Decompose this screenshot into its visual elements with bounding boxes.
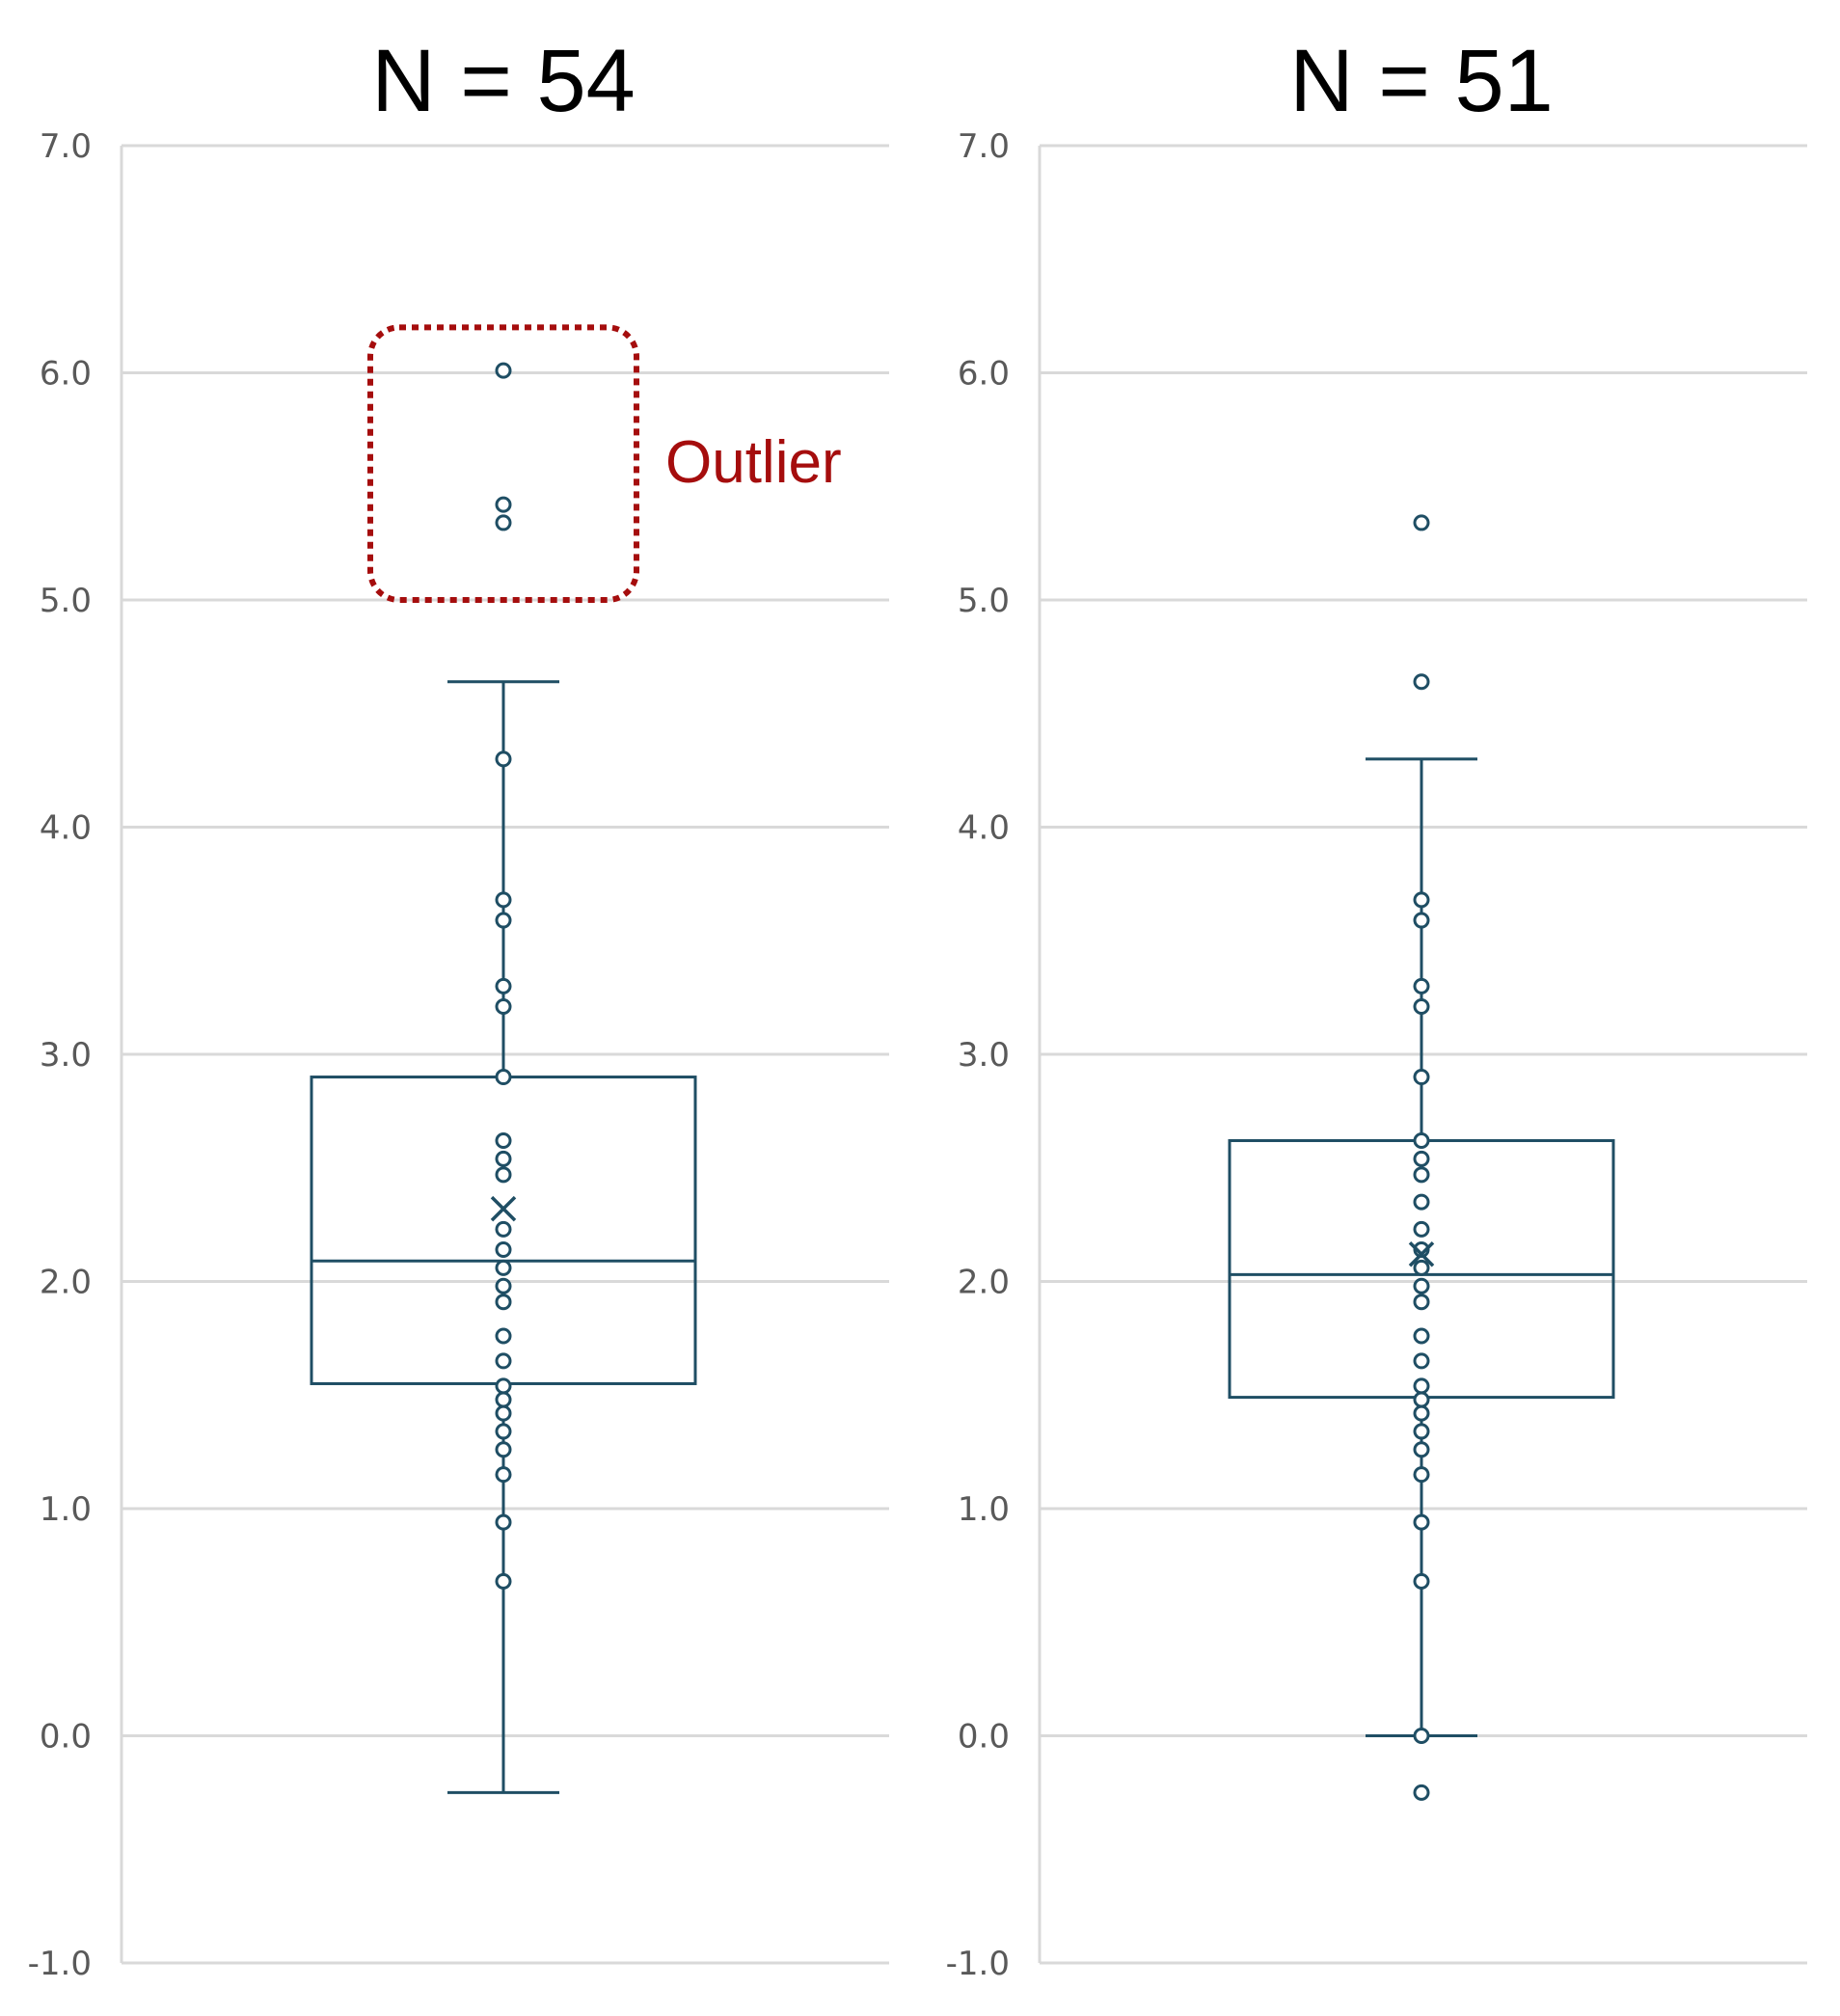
data-point bbox=[495, 1241, 512, 1259]
chart-left: N = 54 7.0 6.0 5.0 4.0 3.0 2.0 1.0 0.0 -1.0 Outlie… bbox=[28, 32, 889, 1983]
y-tick-label: 2.0 bbox=[958, 1264, 1010, 1302]
data-point bbox=[1413, 891, 1430, 909]
data-point bbox=[1413, 1131, 1430, 1149]
data-point bbox=[1413, 673, 1430, 691]
y-tick-label: 5.0 bbox=[40, 582, 92, 620]
data-point bbox=[1413, 1391, 1430, 1408]
y-tick-label: 7.0 bbox=[40, 127, 92, 166]
data-point bbox=[495, 1466, 512, 1484]
data-point bbox=[495, 1391, 512, 1408]
data-point bbox=[495, 514, 512, 531]
data-point bbox=[1413, 1327, 1430, 1345]
data-point bbox=[1413, 977, 1430, 994]
data-point bbox=[495, 1069, 512, 1086]
data-point bbox=[495, 1572, 512, 1590]
data-point bbox=[1413, 1784, 1430, 1801]
data-point bbox=[1413, 1377, 1430, 1395]
data-point bbox=[495, 1277, 512, 1294]
outlier-annotation-label: Outlier bbox=[665, 429, 842, 496]
y-tick-label: 1.0 bbox=[958, 1490, 1010, 1529]
y-tick-label: 0.0 bbox=[40, 1718, 92, 1757]
y-tick-label: 2.0 bbox=[40, 1264, 92, 1302]
data-point bbox=[1413, 1277, 1430, 1294]
data-point bbox=[1413, 1150, 1430, 1167]
data-point bbox=[495, 1294, 512, 1311]
data-point bbox=[495, 1352, 512, 1370]
data-point bbox=[495, 1377, 512, 1395]
y-tick-label: 6.0 bbox=[40, 355, 92, 394]
data-point bbox=[1413, 1069, 1430, 1086]
data-point bbox=[1413, 1193, 1430, 1211]
data-point bbox=[495, 362, 512, 379]
y-tick-label: -1.0 bbox=[28, 1945, 92, 1983]
chart-title: N = 54 bbox=[371, 32, 636, 130]
data-point bbox=[495, 1150, 512, 1167]
data-point bbox=[495, 1220, 512, 1238]
data-point bbox=[1413, 912, 1430, 929]
data-point bbox=[1413, 1572, 1430, 1590]
data-point bbox=[495, 998, 512, 1016]
outlier-highlight-box bbox=[367, 324, 639, 603]
data-point bbox=[495, 1441, 512, 1458]
data-point bbox=[495, 891, 512, 909]
y-tick-label: 1.0 bbox=[40, 1490, 92, 1529]
data-point bbox=[1413, 998, 1430, 1016]
chart-title: N = 51 bbox=[1289, 32, 1554, 130]
data-point bbox=[495, 1259, 512, 1276]
data-point bbox=[1413, 1220, 1430, 1238]
data-point bbox=[1413, 1294, 1430, 1311]
data-point bbox=[495, 750, 512, 768]
y-tick-label: 0.0 bbox=[958, 1718, 1010, 1757]
y-tick-label: 6.0 bbox=[958, 355, 1010, 394]
data-point bbox=[1413, 1166, 1430, 1184]
data-point bbox=[1413, 1441, 1430, 1458]
y-tick-label: 4.0 bbox=[958, 809, 1010, 848]
data-point bbox=[1413, 514, 1430, 531]
data-point bbox=[495, 977, 512, 994]
data-point bbox=[1413, 1423, 1430, 1440]
mean-marker bbox=[490, 1195, 517, 1222]
data-point bbox=[495, 912, 512, 929]
y-tick-label: -1.0 bbox=[946, 1945, 1010, 1983]
data-point bbox=[1413, 1513, 1430, 1531]
data-point bbox=[1413, 1259, 1430, 1276]
data-point bbox=[1413, 1404, 1430, 1422]
y-tick-label: 3.0 bbox=[958, 1036, 1010, 1075]
y-tick-label: 7.0 bbox=[958, 127, 1010, 166]
data-point bbox=[495, 496, 512, 513]
data-point bbox=[495, 1423, 512, 1440]
data-point bbox=[495, 1513, 512, 1531]
data-point bbox=[495, 1327, 512, 1345]
data-point bbox=[495, 1131, 512, 1149]
data-point bbox=[1413, 1728, 1430, 1744]
data-point bbox=[1413, 1352, 1430, 1370]
y-tick-label: 4.0 bbox=[40, 809, 92, 848]
y-tick-label: 3.0 bbox=[40, 1036, 92, 1075]
chart-right: N = 51 7.0 6.0 5.0 4.0 3.0 2.0 1.0 0.0 -1.0 bbox=[946, 32, 1807, 1983]
data-point bbox=[495, 1404, 512, 1422]
mean-marker bbox=[1408, 1241, 1435, 1267]
data-point bbox=[495, 1166, 512, 1184]
data-point bbox=[1413, 1466, 1430, 1484]
y-tick-label: 5.0 bbox=[958, 582, 1010, 620]
